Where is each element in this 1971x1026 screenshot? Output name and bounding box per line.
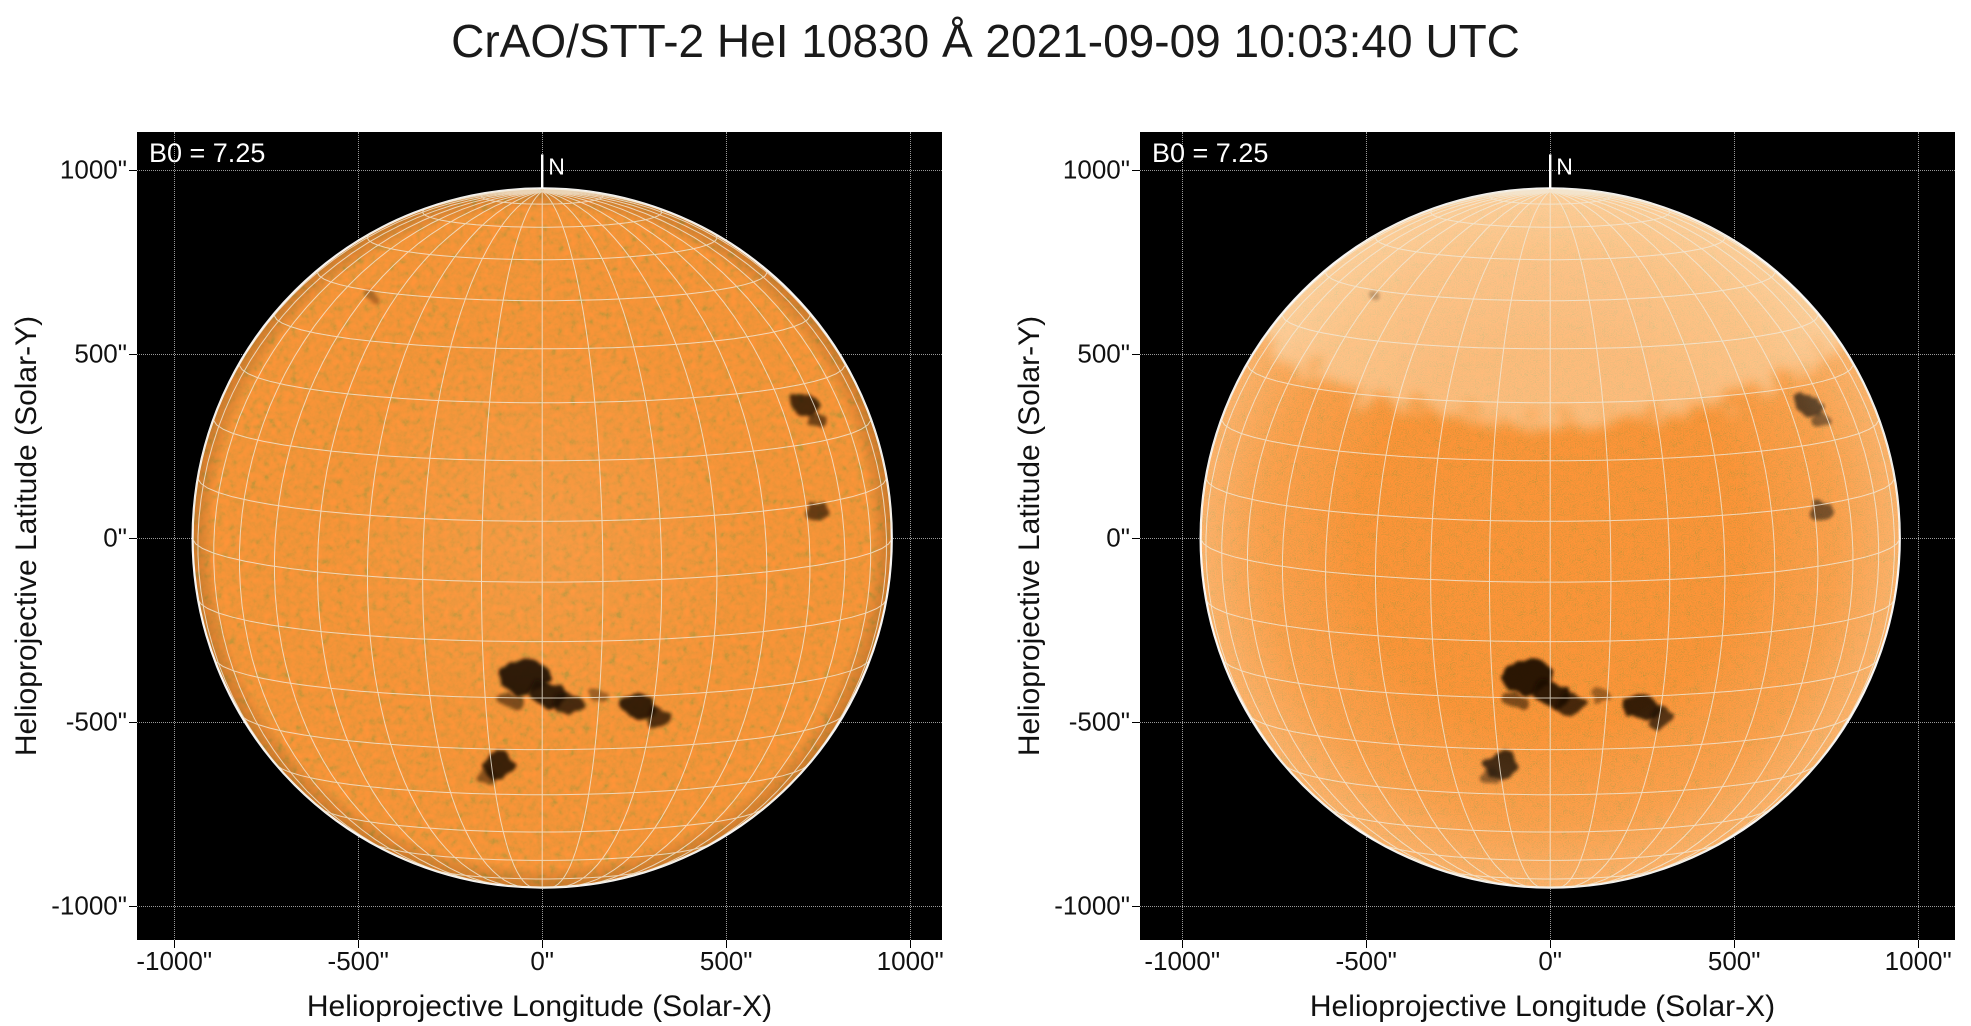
svg-text:N: N (1556, 153, 1573, 179)
svg-text:B0 = 7.25: B0 = 7.25 (149, 138, 265, 168)
svg-text:B0 = 7.25: B0 = 7.25 (1152, 138, 1268, 168)
svg-text:N: N (548, 153, 565, 179)
